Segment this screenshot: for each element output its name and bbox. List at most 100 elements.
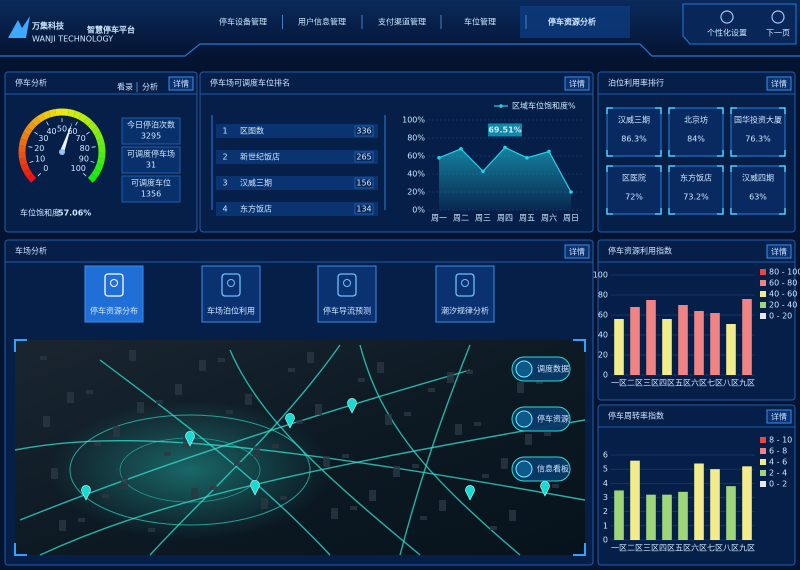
gauge-tick-label: 60 bbox=[67, 127, 77, 136]
gauge-band bbox=[36, 113, 46, 123]
stat-box bbox=[121, 175, 181, 203]
ranking-name: 汉威三期 bbox=[240, 178, 272, 188]
gauge-band bbox=[96, 157, 105, 166]
detail-button[interactable]: 详情 bbox=[569, 79, 585, 89]
util-name: 北京坊 bbox=[684, 115, 708, 125]
ranking-value-bg bbox=[354, 177, 374, 189]
x-tick-label: 七区 bbox=[707, 379, 723, 388]
analysis-tab-label: 车场泊位利用 bbox=[207, 306, 255, 316]
gauge-tick bbox=[90, 160, 95, 163]
map-building bbox=[525, 434, 532, 445]
util-value: 63% bbox=[749, 193, 767, 202]
legend-swatch bbox=[760, 280, 766, 286]
gauge-tick-label: 20 bbox=[34, 144, 44, 153]
map-building bbox=[385, 414, 392, 425]
legend-label: 2 - 4 bbox=[769, 469, 787, 478]
map-building bbox=[51, 468, 58, 479]
util-tile bbox=[730, 165, 786, 215]
analysis-tab[interactable] bbox=[201, 265, 261, 323]
gauge-value: 57.06% bbox=[58, 209, 91, 218]
util-value: 72% bbox=[625, 193, 643, 202]
gauge-tick bbox=[82, 172, 87, 177]
legend-label: 0 - 2 bbox=[769, 480, 787, 489]
gauge-band bbox=[20, 163, 30, 172]
analysis-tab[interactable] bbox=[317, 265, 377, 323]
action-button[interactable]: 下一页 bbox=[766, 29, 790, 38]
x-tick-label: 八区 bbox=[723, 544, 739, 553]
y-tick-label: 20 bbox=[598, 351, 608, 360]
ranking-rank: 2 bbox=[222, 153, 227, 162]
analysis-tab[interactable] bbox=[435, 265, 495, 323]
detail-button-bg bbox=[766, 244, 792, 259]
gauge-tick bbox=[75, 121, 78, 126]
y-tick-label: 60 bbox=[598, 311, 608, 320]
map-building bbox=[439, 500, 446, 511]
tab-icon-dot bbox=[110, 279, 118, 287]
gauge-tick-label: 10 bbox=[35, 155, 45, 164]
y-tick-label: 80% bbox=[407, 134, 425, 143]
analysis-tab[interactable] bbox=[84, 265, 144, 323]
map-building bbox=[544, 432, 551, 436]
ranking-frame bbox=[211, 115, 386, 210]
y-tick-label: 100 bbox=[593, 271, 608, 280]
tab-icon-dot bbox=[461, 279, 469, 287]
map-frame bbox=[14, 339, 586, 556]
nav-item[interactable]: 车位管理 bbox=[464, 17, 496, 27]
stat-box bbox=[121, 117, 181, 145]
detail-button[interactable]: 详情 bbox=[771, 247, 787, 257]
detail-button[interactable]: 详情 bbox=[771, 79, 787, 89]
gauge-tick bbox=[46, 121, 49, 126]
map-building bbox=[148, 528, 155, 532]
x-tick-label: 六区 bbox=[691, 378, 707, 388]
map-building bbox=[350, 506, 357, 510]
gauge-band bbox=[26, 173, 37, 183]
util-corners bbox=[730, 165, 786, 215]
tab-icon bbox=[455, 273, 475, 297]
x-tick-label: 周四 bbox=[497, 214, 513, 223]
y-tick-label: 0% bbox=[412, 206, 425, 215]
x-tick-label: 周三 bbox=[475, 214, 491, 223]
stat-box bbox=[121, 146, 181, 174]
map-road bbox=[359, 344, 521, 556]
panel-title: 停车分析 bbox=[15, 78, 47, 88]
map-building bbox=[67, 392, 74, 403]
detail-button[interactable]: 详情 bbox=[771, 412, 787, 422]
map-building bbox=[59, 520, 66, 531]
nav-item[interactable]: 停车设备管理 bbox=[219, 17, 267, 27]
map-pin bbox=[540, 481, 550, 497]
point bbox=[547, 149, 551, 154]
nav-item[interactable]: 支付渠道管理 bbox=[378, 17, 426, 27]
map-road bbox=[229, 349, 421, 556]
util-corners bbox=[668, 165, 724, 215]
map-building bbox=[428, 388, 435, 392]
legend-label: 6 - 8 bbox=[769, 447, 787, 456]
bar bbox=[694, 311, 704, 375]
map-building bbox=[412, 464, 419, 468]
analysis-tab-label: 停车资源分布 bbox=[90, 306, 138, 316]
bar bbox=[646, 494, 656, 540]
map-building bbox=[191, 488, 198, 499]
util-corners bbox=[606, 165, 662, 215]
y-tick-label: 40 bbox=[598, 331, 608, 340]
tab[interactable]: 看录 bbox=[117, 83, 133, 92]
detail-button[interactable]: 详情 bbox=[569, 247, 585, 257]
map-building bbox=[288, 368, 295, 372]
bar bbox=[694, 463, 704, 540]
legend-swatch bbox=[760, 448, 766, 454]
gauge-band bbox=[96, 138, 105, 147]
legend-swatch bbox=[760, 291, 766, 297]
action-button[interactable]: 个性化设置 bbox=[707, 28, 747, 38]
map-building bbox=[253, 446, 260, 457]
y-tick-label: 20% bbox=[407, 188, 425, 197]
nav-item[interactable]: 用户信息管理 bbox=[298, 17, 346, 27]
detail-button[interactable]: 详情 bbox=[173, 79, 189, 89]
map-building bbox=[245, 394, 252, 405]
map-building bbox=[272, 444, 279, 448]
panel-title: 泊位利用率排行 bbox=[608, 78, 664, 88]
bar bbox=[710, 469, 720, 540]
y-tick-label: 40% bbox=[407, 170, 425, 179]
nav-item[interactable]: 停车资源分析 bbox=[548, 17, 596, 27]
tab[interactable]: 分析 bbox=[142, 82, 158, 92]
map-action-icon bbox=[515, 410, 533, 428]
legend-swatch bbox=[760, 470, 766, 476]
